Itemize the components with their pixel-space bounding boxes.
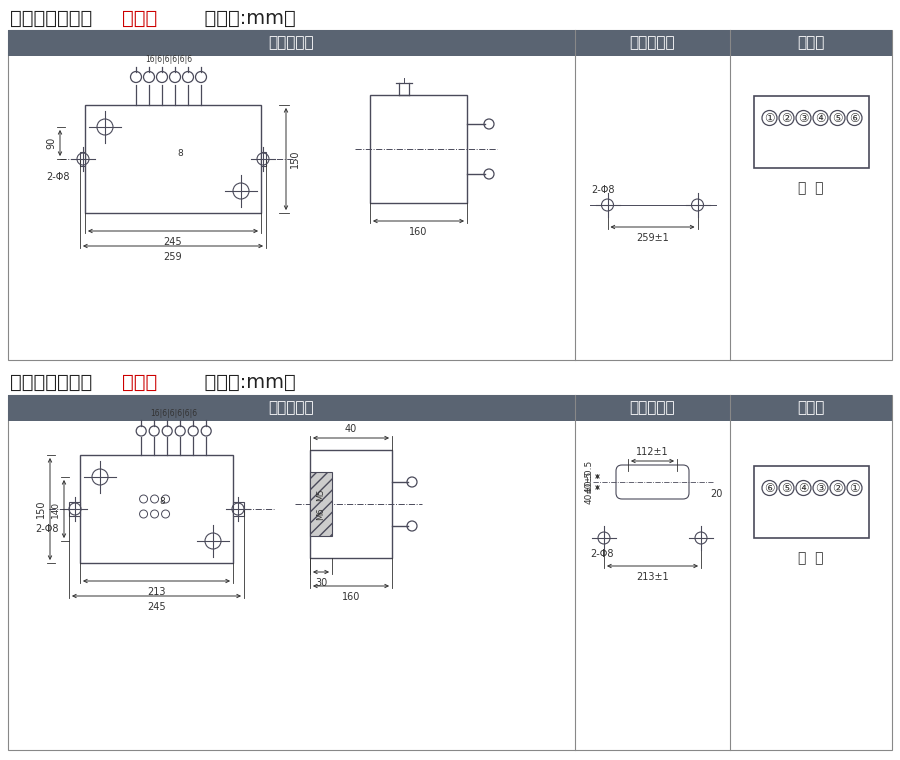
Text: 2-Φ8: 2-Φ8 (35, 524, 58, 534)
Bar (8, 395, 892, 750)
Bar (753, 466, 868, 538)
Text: ⑤: ⑤ (781, 482, 792, 495)
Text: 前  视: 前 视 (798, 181, 824, 195)
Text: ④: ④ (798, 482, 809, 495)
Text: 40±0.5: 40±0.5 (584, 460, 593, 493)
Text: 单相过流凸出式: 单相过流凸出式 (10, 372, 92, 391)
Text: 后接线: 后接线 (122, 372, 158, 391)
Text: M5: M5 (317, 488, 326, 501)
Text: 16|6|6|6|6|6: 16|6|6|6|6|6 (145, 55, 192, 65)
Text: ①: ① (764, 112, 775, 125)
Bar (80, 455, 233, 563)
Text: ③: ③ (815, 482, 826, 495)
Text: ①: ① (850, 482, 859, 495)
Text: ⑥: ⑥ (764, 482, 775, 495)
Bar (69, 502, 80, 516)
Text: ⑤: ⑤ (832, 112, 842, 125)
Text: 213±1: 213±1 (636, 572, 669, 582)
Text: 30: 30 (315, 578, 327, 588)
FancyBboxPatch shape (616, 465, 689, 499)
Text: 2-Φ8: 2-Φ8 (590, 549, 614, 559)
Text: ③: ③ (798, 112, 809, 125)
Text: （单位:mm）: （单位:mm） (192, 8, 296, 27)
Text: 160: 160 (410, 227, 427, 237)
Text: 40: 40 (345, 424, 357, 434)
Text: 150: 150 (36, 500, 46, 518)
Text: （单位:mm）: （单位:mm） (192, 372, 296, 391)
Text: 端子图: 端子图 (797, 401, 824, 416)
Text: 245: 245 (164, 237, 183, 247)
Bar (8, 30, 892, 360)
Bar (85, 105, 261, 213)
Bar (310, 450, 392, 558)
Text: M6: M6 (317, 508, 326, 520)
Text: 8: 8 (177, 150, 183, 159)
Text: 单相过流凸出式: 单相过流凸出式 (10, 8, 92, 27)
Bar (80, 152, 85, 166)
Bar (8, 395, 892, 421)
Text: 150: 150 (290, 150, 300, 168)
Text: 前接线: 前接线 (122, 8, 158, 27)
Text: 外形尺寸图: 外形尺寸图 (269, 401, 314, 416)
Text: 140: 140 (51, 500, 60, 518)
Bar (370, 95, 467, 203)
Text: 112±1: 112±1 (636, 447, 669, 457)
Text: 259±1: 259±1 (636, 233, 669, 243)
Text: 213: 213 (148, 587, 166, 597)
Text: ④: ④ (815, 112, 826, 125)
Text: ②: ② (832, 482, 842, 495)
Text: 外形尺寸图: 外形尺寸图 (269, 36, 314, 50)
Text: ⑥: ⑥ (850, 112, 859, 125)
Bar (8, 30, 892, 56)
Text: 背  视: 背 视 (798, 551, 824, 565)
Text: 90: 90 (46, 137, 56, 149)
Text: 245: 245 (148, 602, 166, 612)
Text: 16|6|6|6|6|6: 16|6|6|6|6|6 (150, 409, 197, 417)
Text: 160: 160 (342, 592, 360, 602)
Bar (310, 472, 332, 537)
Text: 2-Φ8: 2-Φ8 (590, 185, 614, 195)
Text: 端子图: 端子图 (797, 36, 824, 50)
Text: 安装开孔图: 安装开孔图 (630, 36, 675, 50)
Text: 20: 20 (710, 489, 723, 499)
Text: 40±0.5: 40±0.5 (584, 471, 593, 504)
Text: 259: 259 (164, 252, 183, 262)
Text: 安装开孔图: 安装开孔图 (630, 401, 675, 416)
Text: ②: ② (781, 112, 792, 125)
Bar (261, 152, 266, 166)
Text: 8: 8 (159, 496, 166, 505)
Bar (753, 96, 868, 168)
Text: 2-Φ8: 2-Φ8 (46, 172, 70, 182)
Bar (233, 502, 244, 516)
